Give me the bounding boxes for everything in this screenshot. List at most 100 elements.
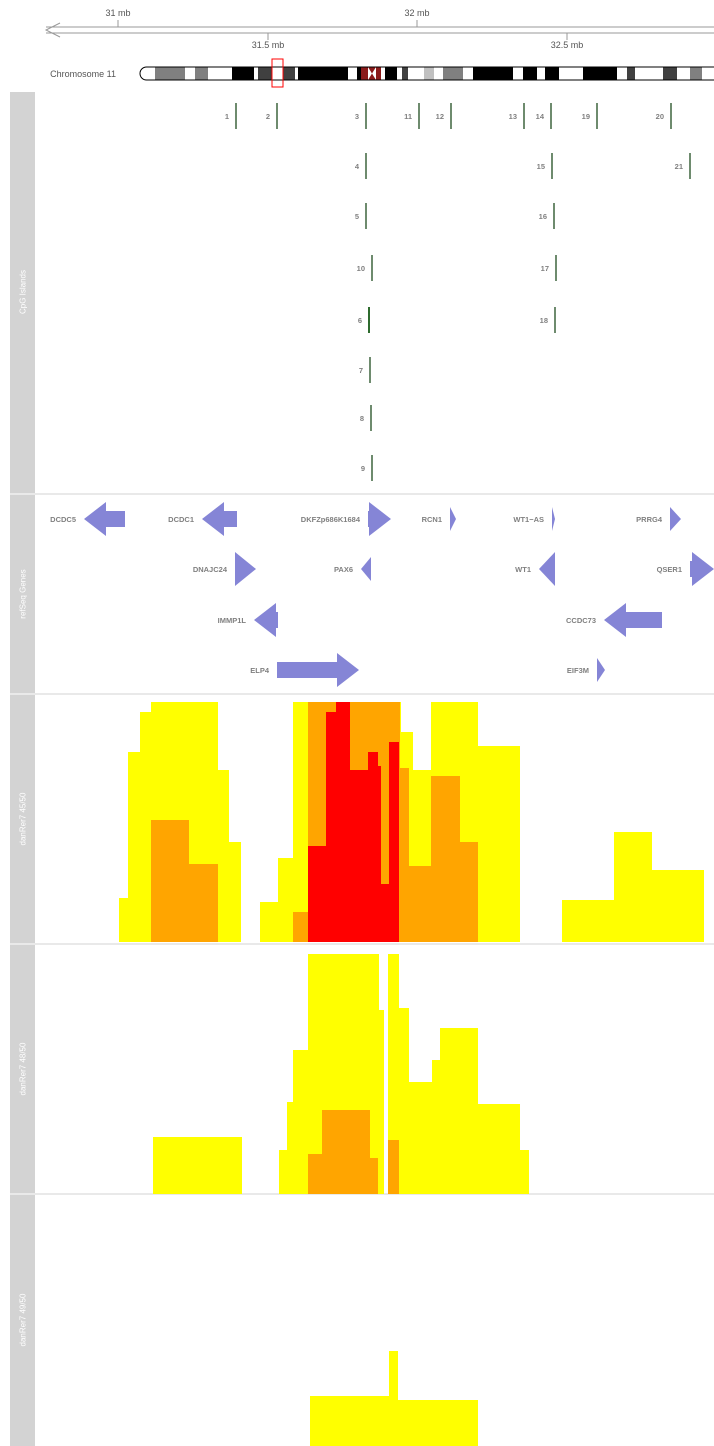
cpg-island-bar xyxy=(550,103,552,129)
density-block xyxy=(128,752,140,942)
gene-label: IMMP1L xyxy=(218,616,247,625)
ideogram-band xyxy=(258,67,272,80)
density-block xyxy=(431,776,440,942)
axis-left-arrow-icon xyxy=(44,22,61,38)
gene-feature: WT1 xyxy=(515,552,555,586)
cpg-island: 21 xyxy=(675,153,691,179)
density-block xyxy=(119,898,128,942)
cpg-island: 4 xyxy=(355,153,367,179)
gene-label: EIF3M xyxy=(567,666,589,675)
cpg-island: 11 xyxy=(404,103,420,129)
cpg-island-label: 9 xyxy=(361,464,365,473)
ideogram-band xyxy=(473,67,513,80)
cpg-island-bar xyxy=(689,153,691,179)
cpg-island-bar xyxy=(450,103,452,129)
gene-arrow xyxy=(235,552,256,586)
density-block xyxy=(189,864,218,942)
density-block xyxy=(279,1150,287,1194)
density-block xyxy=(140,712,151,942)
axis-tick-label-31-5mb: 31.5 mb xyxy=(252,40,285,50)
cpg-island: 2 xyxy=(266,103,278,129)
cpg-island-bar xyxy=(369,357,371,383)
gene-feature: RCN1 xyxy=(422,507,456,531)
ideogram-centromere xyxy=(368,73,376,80)
cpg-island-label: 21 xyxy=(675,162,683,171)
ideogram-outline xyxy=(139,66,714,81)
cpg-island-label: 3 xyxy=(355,112,359,121)
cpg-island-label: 15 xyxy=(537,162,545,171)
density-block xyxy=(478,1104,520,1194)
dr48-track-title: danRer7 48/50 xyxy=(19,1042,28,1095)
cpg-island: 12 xyxy=(436,103,452,129)
cpg-island: 18 xyxy=(540,307,556,333)
ideogram-band xyxy=(195,67,208,80)
cpg-island-bar xyxy=(554,307,556,333)
dr45-track-title-panel xyxy=(10,695,35,943)
gene-label: DKFZp686K1684 xyxy=(301,515,361,524)
density-block xyxy=(520,1150,529,1194)
density-block xyxy=(388,954,399,1194)
axis-tick-label-31mb: 31 mb xyxy=(105,8,130,18)
gene-arrow xyxy=(539,552,555,586)
cpg-island-label: 19 xyxy=(582,112,590,121)
gene-feature: IMMP1L xyxy=(218,603,278,637)
dr48-density-track xyxy=(153,954,529,1194)
density-block xyxy=(372,752,378,942)
axis-tick-label-32mb: 32 mb xyxy=(404,8,429,18)
cpg-island: 17 xyxy=(541,255,557,281)
gene-feature: WT1−AS xyxy=(513,507,555,531)
density-block xyxy=(308,846,326,942)
density-block xyxy=(389,742,399,942)
refseq-track-title-panel xyxy=(10,495,35,693)
ideogram-band xyxy=(155,67,185,80)
cpg-island-label: 1 xyxy=(225,112,229,121)
gene-arrow xyxy=(84,502,125,536)
ideogram-band xyxy=(298,67,348,80)
ideogram-band xyxy=(283,67,295,80)
density-block xyxy=(151,820,189,942)
gene-arrow xyxy=(361,557,371,581)
density-block xyxy=(432,1060,440,1194)
cpg-island: 20 xyxy=(656,103,672,129)
density-block xyxy=(562,900,614,942)
density-block xyxy=(322,1110,370,1194)
ideogram-band xyxy=(663,67,677,80)
gene-feature: DCDC1 xyxy=(168,502,237,536)
cpg-island: 7 xyxy=(359,357,371,383)
dr45-density-track xyxy=(119,702,704,942)
cpg-island-bar xyxy=(371,255,373,281)
cpg-island: 15 xyxy=(537,153,553,179)
cpg-island-label: 8 xyxy=(360,414,364,423)
gene-arrow xyxy=(552,507,555,531)
cpg-island-bar xyxy=(553,203,555,229)
gene-feature: PAX6 xyxy=(334,557,371,581)
cpg-island-bar xyxy=(371,455,373,481)
cpg-island-label: 6 xyxy=(358,316,362,325)
gene-feature: QSER1 xyxy=(657,552,714,586)
cpg-track-title-panel xyxy=(10,92,35,493)
ideogram-band xyxy=(545,67,559,80)
density-block xyxy=(336,702,350,942)
gene-feature: DNAJC24 xyxy=(193,552,256,586)
density-block xyxy=(478,746,520,942)
density-block xyxy=(287,1102,293,1194)
gene-arrow xyxy=(604,603,662,637)
cpg-island-bar xyxy=(235,103,237,129)
cpg-island: 3 xyxy=(355,103,367,129)
gene-arrow xyxy=(254,603,278,637)
cpg-island-label: 17 xyxy=(541,264,549,273)
gene-feature: PRRG4 xyxy=(636,507,681,531)
gene-label: DCDC5 xyxy=(50,515,76,524)
density-block xyxy=(440,776,460,942)
cpg-island-label: 20 xyxy=(656,112,664,121)
ideogram-band xyxy=(385,67,397,80)
gene-arrow xyxy=(277,653,359,687)
cpg-island-bar xyxy=(418,103,420,129)
cpg-island: 16 xyxy=(539,203,555,229)
density-block xyxy=(398,1400,478,1446)
gene-arrow xyxy=(202,502,237,536)
cpg-island-bar xyxy=(670,103,672,129)
genome-axis: 31 mb 32 mb 31.5 mb 32.5 mb xyxy=(44,8,714,50)
